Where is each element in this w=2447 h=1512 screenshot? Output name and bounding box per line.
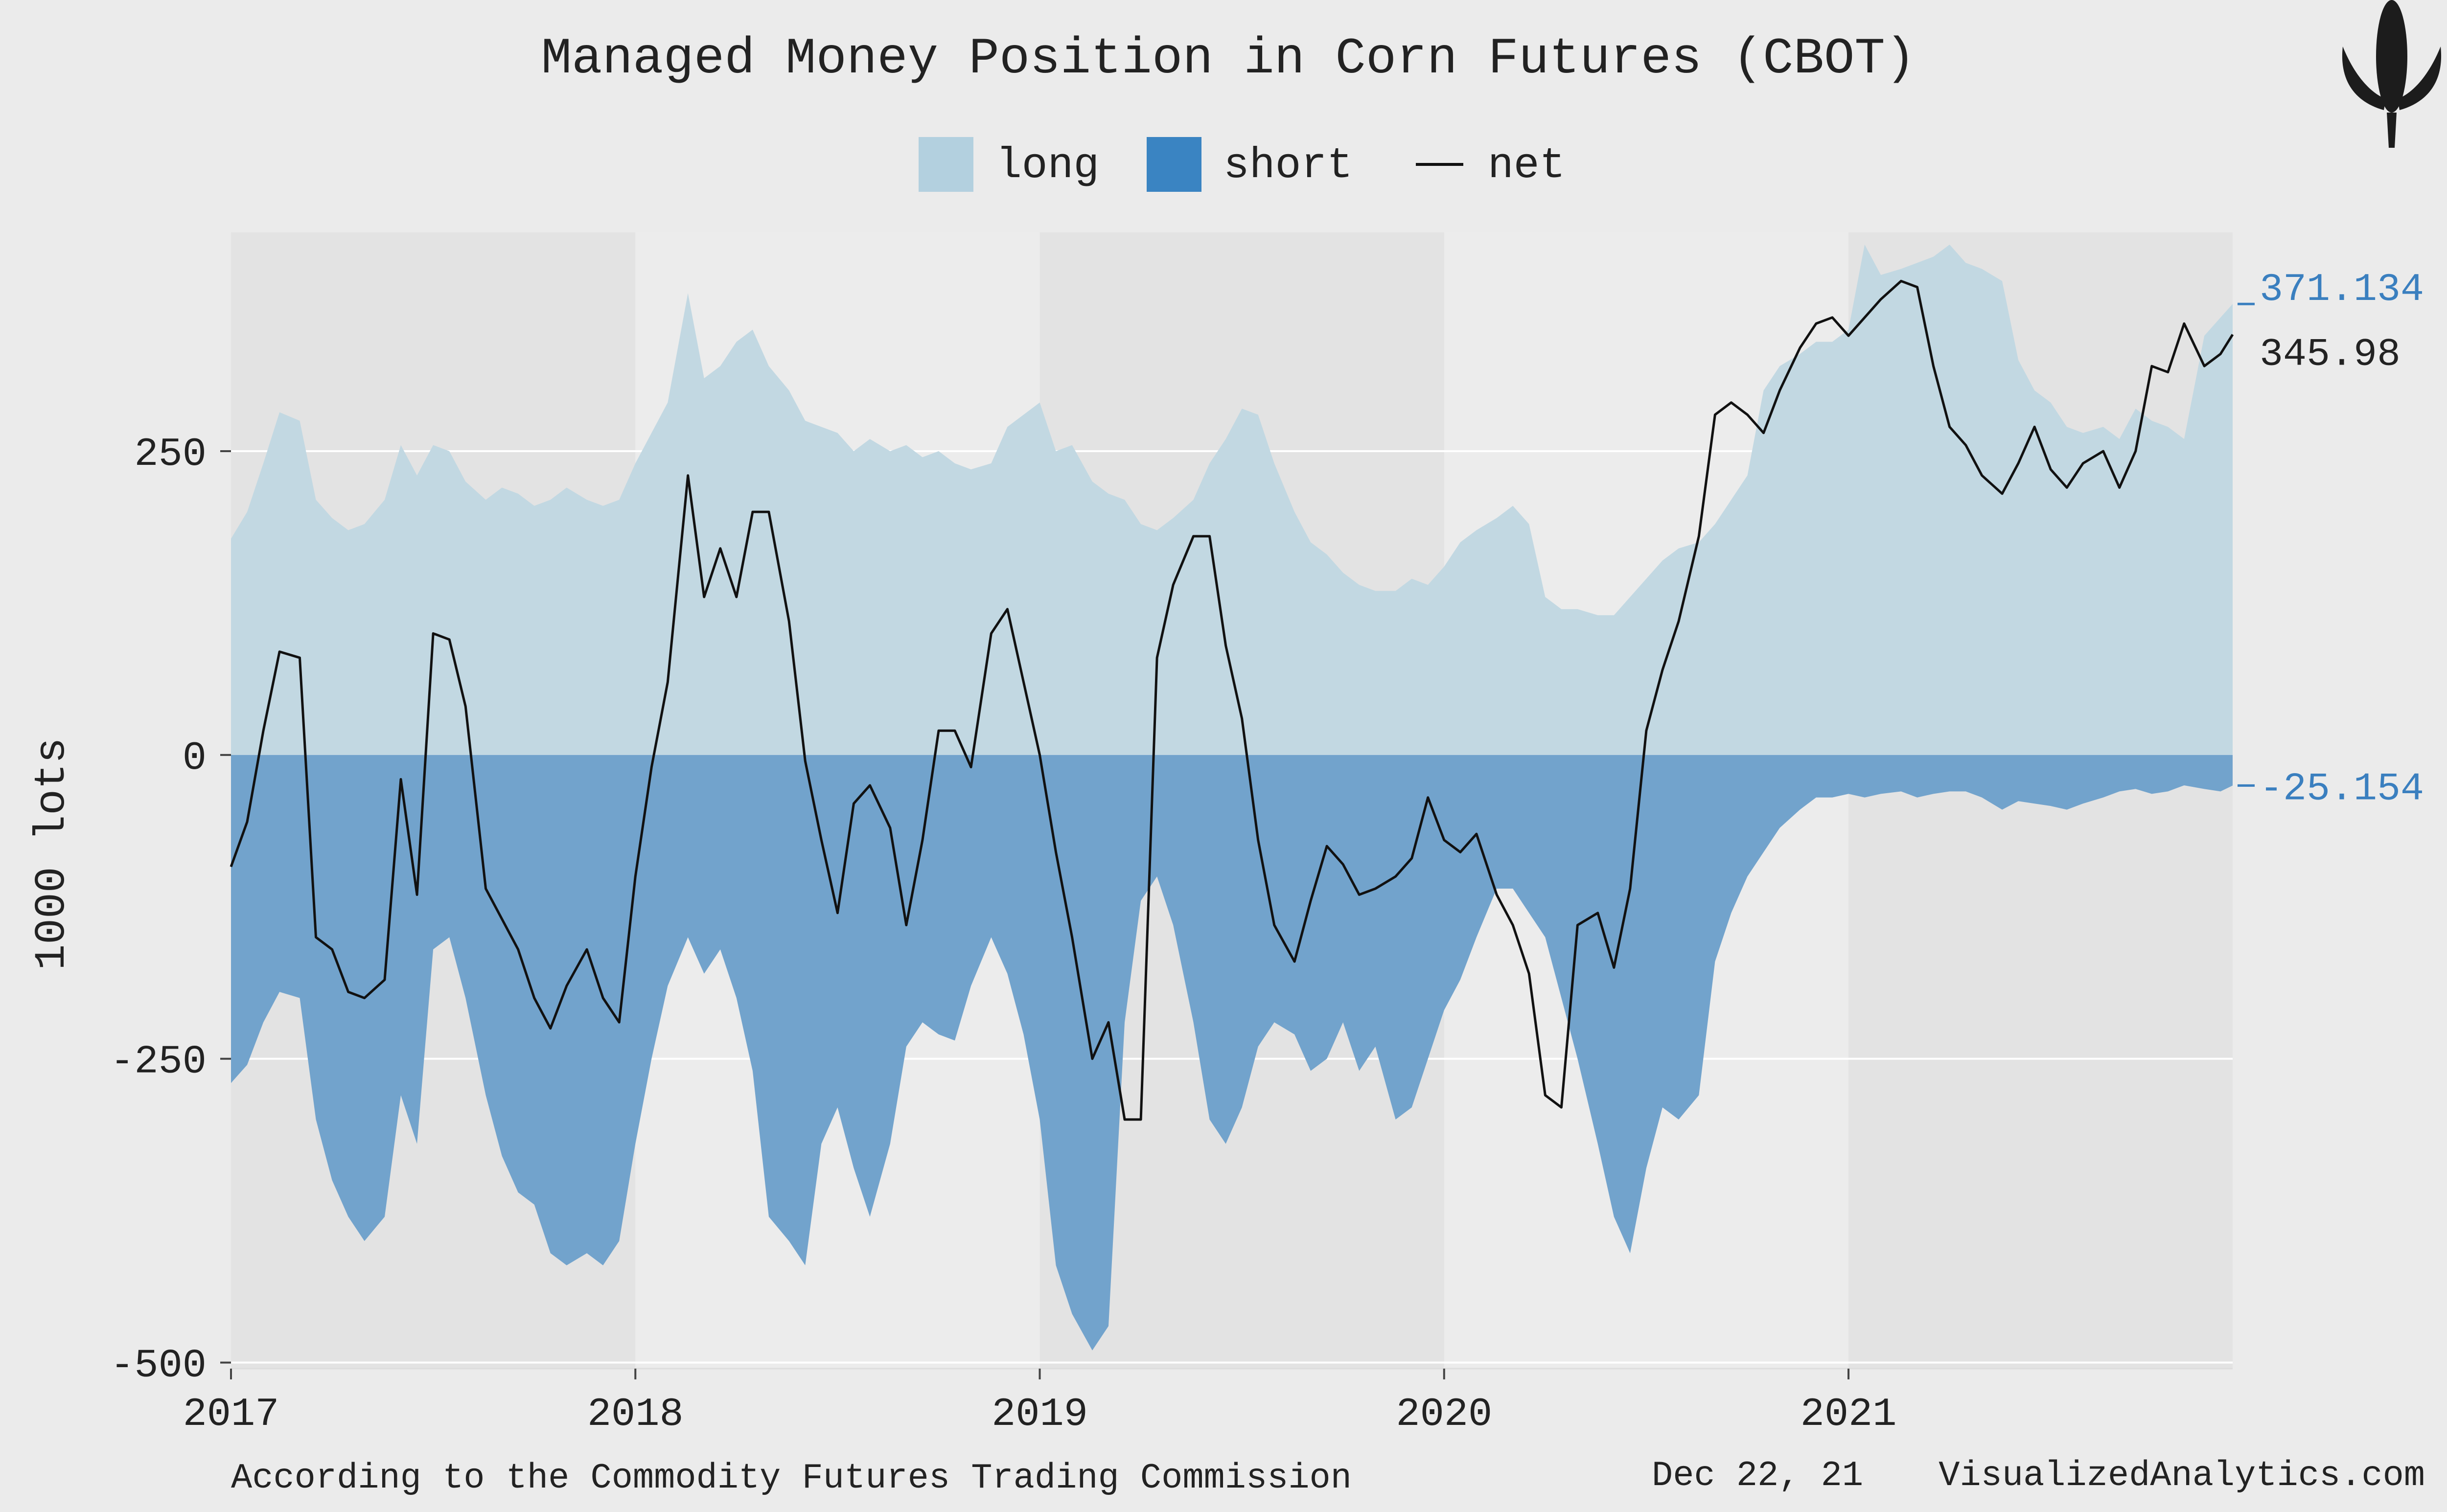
legend-swatch-long [919,137,973,192]
legend-label-short: short [1224,142,1353,190]
corn-icon [2342,0,2442,148]
plot-area [230,232,2234,1369]
legend-label-long: long [996,142,1099,190]
footer-date: Dec 22, 21 [1652,1456,1863,1496]
legend: long short net [919,137,1565,192]
end-label-short: -25.154 [2260,767,2424,811]
x-axis: 2017 2018 2019 2020 2021 [183,1368,2233,1437]
y-tick-label: -500 [110,1343,207,1389]
y-axis: -500 -250 0 250 [110,432,231,1389]
x-tick-label: 2021 [1801,1392,1897,1437]
x-tick-label: 2019 [992,1392,1088,1437]
short-area [231,755,2233,1351]
net-line [230,279,2234,1121]
footer-source: According to the Commodity Futures Tradi… [231,1458,1352,1498]
x-tick-label: 2020 [1396,1392,1492,1437]
long-area [231,244,2233,755]
y-tick-label: 0 [183,735,207,781]
legend-label-net: net [1488,142,1565,190]
y-tick-label: 250 [134,432,207,477]
y-tick-label: -250 [110,1039,207,1085]
chart-title: Managed Money Position in Corn Futures (… [541,30,1916,88]
end-labels: 371.134 345.98 -25.154 [2238,268,2424,811]
legend-swatch-short [1147,137,1201,192]
y-axis-label: 1000 lots [28,737,77,970]
footer-site: VisualizedAnalytics.com [1939,1456,2425,1496]
x-tick-label: 2018 [587,1392,684,1437]
x-tick-label: 2017 [183,1392,279,1437]
end-label-long: 371.134 [2260,268,2424,312]
end-label-net: 345.98 [2260,333,2401,377]
